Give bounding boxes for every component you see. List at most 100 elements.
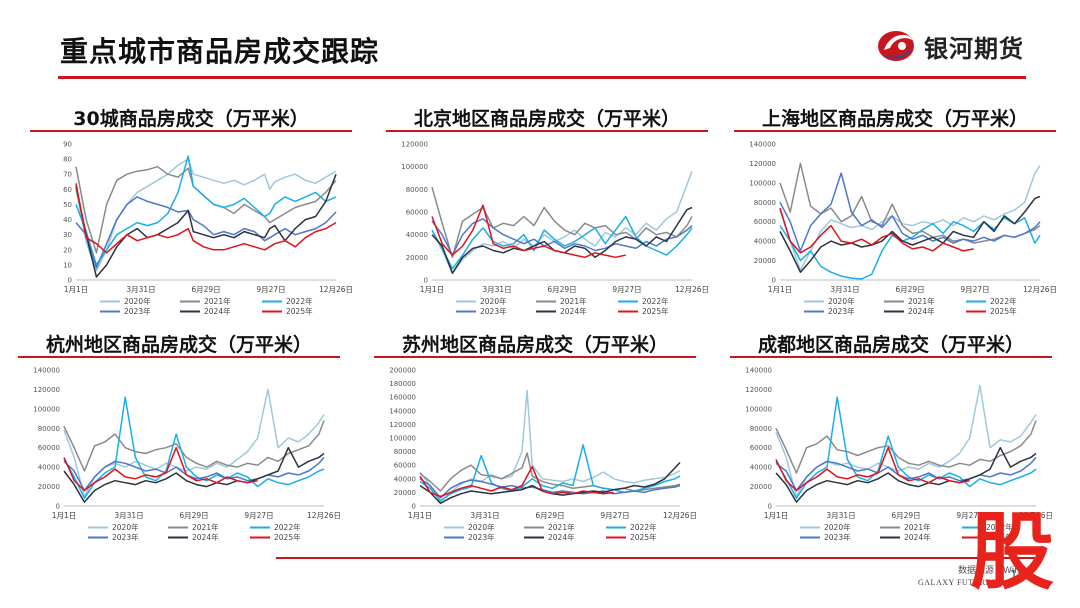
galaxy-logo-icon bbox=[878, 31, 914, 61]
chart-title: 苏州地区商品房成交（万平米） bbox=[401, 334, 668, 356]
legend-label: 2025年 bbox=[986, 532, 1013, 542]
series-line bbox=[775, 456, 1037, 492]
chart-panel-hangzhou: 杭州地区商品房成交（万平米） 0 20000 40000 60000 80000 1000… bbox=[18, 330, 340, 562]
chart-panel-chengdu: 成都地区商品房成交（万平米） 0 20000 40000 60000 80000 1000… bbox=[730, 330, 1052, 562]
y-tick-label: 20000 bbox=[38, 483, 60, 491]
legend-label: 2022年 bbox=[630, 522, 657, 532]
chart-panel-30-cities: 30城商品房成交（万平米） 0 10 20 30 40 50 60 70 80 90 1月1日 3月3… bbox=[30, 104, 352, 336]
legend-label: 2025年 bbox=[630, 532, 657, 542]
x-tick-label: 1月1日 bbox=[768, 285, 793, 294]
series-line bbox=[419, 478, 681, 499]
chart-chengdu: 0 20000 40000 60000 80000 100000 120000 140000 1… bbox=[745, 367, 1052, 543]
x-tick-label: 3月31日 bbox=[470, 511, 499, 520]
legend-label: 2023年 bbox=[824, 532, 851, 542]
chart-suzhou: 0 20000 40000 60000 80000 100000 120000 140000 1… bbox=[389, 367, 696, 543]
x-tick-label: 9月27日 bbox=[600, 511, 629, 520]
series-line bbox=[779, 164, 1041, 272]
x-tick-label: 1月1日 bbox=[52, 511, 77, 520]
brand-logo: 银河期货 bbox=[876, 26, 1024, 66]
x-tick-label: 3月31日 bbox=[482, 285, 511, 294]
y-tick-label: 40000 bbox=[406, 231, 428, 239]
series-line bbox=[419, 465, 614, 498]
y-tick-label: 40000 bbox=[750, 464, 772, 472]
legend-label: 2023年 bbox=[828, 306, 855, 316]
series-line bbox=[431, 170, 693, 274]
y-tick-label: 80000 bbox=[394, 448, 416, 456]
y-tick-label: 0 bbox=[424, 277, 428, 285]
legend-label: 2024年 bbox=[192, 532, 219, 542]
y-tick-label: 140000 bbox=[33, 367, 60, 375]
legend-label: 2022年 bbox=[642, 296, 669, 306]
series-line bbox=[63, 396, 325, 499]
x-tick-label: 6月29日 bbox=[179, 511, 208, 520]
y-tick-label: 120000 bbox=[33, 386, 60, 394]
chart-title: 北京地区商品房成交（万平米） bbox=[413, 108, 680, 130]
series-line bbox=[775, 420, 1037, 474]
y-tick-label: 20000 bbox=[754, 257, 776, 265]
series-line bbox=[431, 206, 693, 274]
chart-title: 成都地区商品房成交（万平米） bbox=[757, 334, 1024, 356]
x-tick-label: 9月27日 bbox=[960, 285, 989, 294]
legend-label: 2021年 bbox=[192, 522, 219, 532]
chart-title-underline bbox=[18, 356, 340, 358]
y-tick-label: 10 bbox=[63, 261, 72, 269]
y-tick-label: 80000 bbox=[754, 199, 776, 207]
x-tick-label: 6月29日 bbox=[891, 511, 920, 520]
footer-divider bbox=[276, 557, 1036, 559]
series-line bbox=[775, 446, 970, 492]
y-tick-label: 20000 bbox=[394, 489, 416, 497]
series-line bbox=[779, 207, 974, 254]
legend-label: 2025年 bbox=[286, 306, 313, 316]
y-tick-label: 100000 bbox=[745, 405, 772, 413]
y-tick-label: 60000 bbox=[38, 444, 60, 452]
series-line bbox=[63, 446, 325, 503]
y-tick-label: 80000 bbox=[38, 425, 60, 433]
chart-title: 30城商品房成交（万平米） bbox=[73, 108, 309, 130]
page-title: 重点城市商品房成交跟踪 bbox=[60, 35, 380, 68]
y-tick-label: 60000 bbox=[406, 209, 428, 217]
y-tick-label: 120000 bbox=[749, 160, 776, 168]
x-tick-label: 9月27日 bbox=[244, 511, 273, 520]
legend-label: 2023年 bbox=[124, 306, 151, 316]
legend-label: 2021年 bbox=[204, 296, 231, 306]
x-tick-label: 3月31日 bbox=[126, 285, 155, 294]
y-tick-label: 80000 bbox=[750, 425, 772, 433]
y-tick-label: 60000 bbox=[750, 444, 772, 452]
legend-label: 2022年 bbox=[286, 296, 313, 306]
y-tick-label: 20000 bbox=[406, 254, 428, 262]
legend-label: 2024年 bbox=[204, 306, 231, 316]
y-tick-label: 160000 bbox=[389, 394, 416, 402]
y-tick-label: 20 bbox=[63, 246, 72, 254]
series-line bbox=[63, 456, 325, 492]
y-tick-label: 200000 bbox=[389, 367, 416, 375]
x-tick-label: 12月26日 bbox=[663, 511, 696, 520]
y-tick-label: 0 bbox=[68, 277, 72, 285]
legend-label: 2020年 bbox=[824, 522, 851, 532]
y-tick-label: 0 bbox=[412, 503, 416, 511]
series-line bbox=[75, 155, 337, 266]
brand-name: 银河期货 bbox=[924, 34, 1024, 63]
x-tick-label: 1月1日 bbox=[420, 285, 445, 294]
y-tick-label: 40000 bbox=[38, 464, 60, 472]
legend-label: 2020年 bbox=[112, 522, 139, 532]
chart-panel-suzhou: 苏州地区商品房成交（万平米） 0 20000 40000 60000 80000 1000… bbox=[374, 330, 696, 562]
chart-panel-shanghai: 上海地区商品房成交（万平米） 0 20000 40000 60000 80000 1000… bbox=[734, 104, 1056, 336]
series-line bbox=[75, 183, 337, 254]
legend-label: 2024年 bbox=[560, 306, 587, 316]
series-line bbox=[775, 446, 1037, 503]
y-tick-label: 120000 bbox=[401, 141, 428, 149]
y-tick-label: 40000 bbox=[754, 238, 776, 246]
chart-title-underline bbox=[386, 130, 708, 132]
legend-label: 2024年 bbox=[908, 306, 935, 316]
legend-label: 2021年 bbox=[560, 296, 587, 306]
y-tick-label: 60000 bbox=[754, 218, 776, 226]
chart-shanghai: 0 20000 40000 60000 80000 100000 120000 140000 1… bbox=[749, 141, 1056, 317]
legend-label: 2020年 bbox=[124, 296, 151, 306]
x-tick-label: 6月29日 bbox=[535, 511, 564, 520]
y-tick-label: 100000 bbox=[749, 179, 776, 187]
chart-beijing: 0 20000 40000 60000 80000 100000 120000 1月1日 3月3… bbox=[401, 141, 708, 317]
x-tick-label: 12月26日 bbox=[319, 285, 352, 294]
legend-label: 2025年 bbox=[990, 306, 1017, 316]
legend-label: 2024年 bbox=[904, 532, 931, 542]
y-tick-label: 60 bbox=[63, 186, 72, 194]
